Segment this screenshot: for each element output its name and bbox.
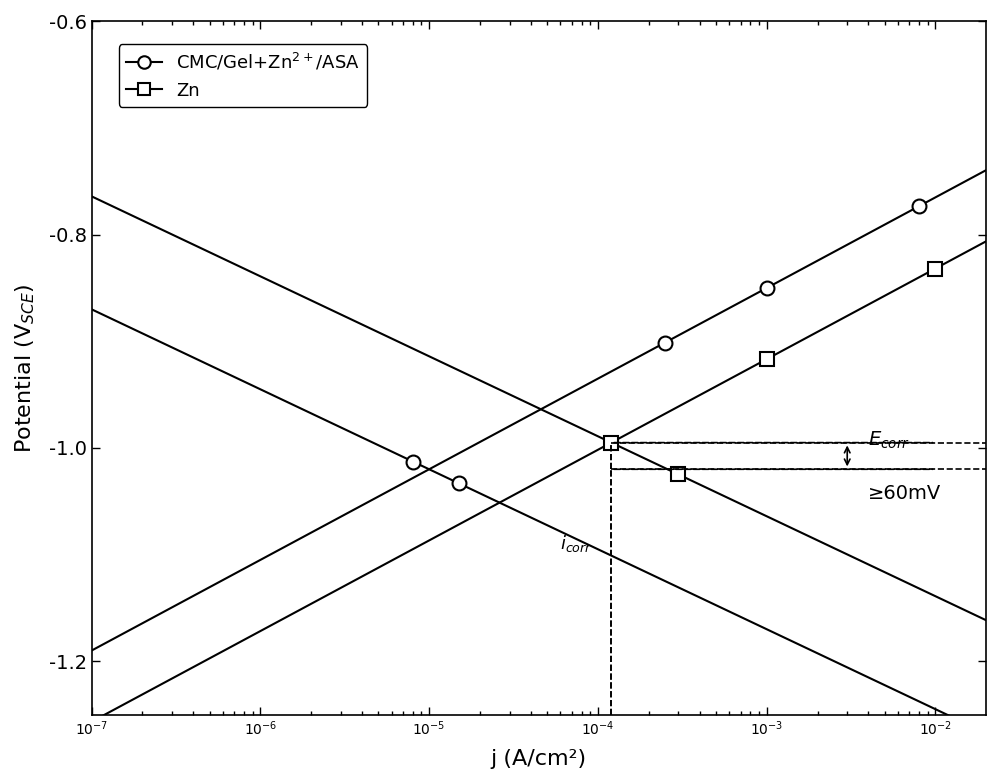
Text: ≥60mV: ≥60mV <box>868 484 942 503</box>
X-axis label: j (A/cm²): j (A/cm²) <box>491 749 587 769</box>
Y-axis label: Potential (V$_{SCE}$): Potential (V$_{SCE}$) <box>14 283 37 453</box>
Legend: CMC/Gel+Zn$^{2+}$/ASA, Zn: CMC/Gel+Zn$^{2+}$/ASA, Zn <box>119 45 367 106</box>
Text: $i_{corr}$: $i_{corr}$ <box>560 533 593 554</box>
Text: $E_{corr}$: $E_{corr}$ <box>868 429 910 450</box>
